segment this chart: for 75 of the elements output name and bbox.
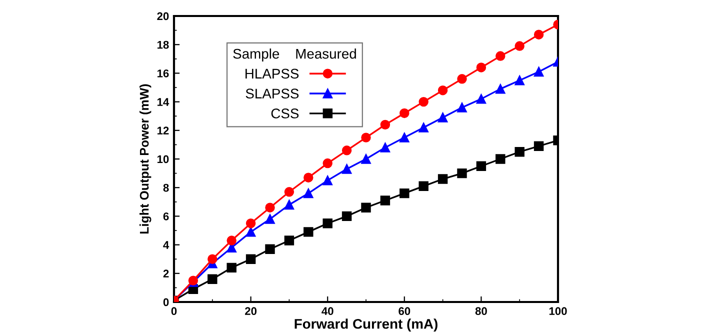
point: [418, 181, 428, 192]
point: [265, 202, 275, 212]
point: [342, 146, 352, 156]
point: [284, 200, 294, 210]
point: [534, 30, 544, 40]
point: [496, 84, 506, 94]
point: [476, 94, 486, 104]
y-axis-title: Light Output Power (mW): [140, 84, 152, 234]
legend-label: SLAPSS: [246, 88, 299, 99]
x-tick-label: 0: [171, 307, 177, 316]
y-tick-label: 8: [163, 184, 169, 192]
point: [438, 112, 448, 122]
point: [304, 227, 314, 237]
point: [304, 188, 314, 198]
x-tick-label: 80: [475, 307, 487, 316]
point: [438, 174, 448, 184]
point: [514, 41, 524, 51]
point: [265, 214, 275, 224]
point: [361, 154, 371, 164]
y-tick-label: 12: [157, 126, 169, 134]
point: [342, 164, 352, 174]
legend-title: Sample Measured: [233, 48, 356, 62]
x-axis-title: Forward Current (mA): [294, 318, 438, 332]
x-tick-label: 100: [549, 307, 567, 316]
point: [380, 196, 390, 206]
y-tick-label: 16: [157, 69, 169, 78]
point: [496, 51, 506, 61]
point: [284, 187, 294, 197]
point: [380, 142, 390, 152]
point: [438, 86, 448, 96]
point: [534, 141, 544, 151]
y-tick-label: 18: [157, 40, 169, 49]
point: [400, 188, 410, 198]
y-tick-label: 4: [163, 241, 170, 249]
y-tick-label: 10: [157, 155, 169, 164]
point: [208, 274, 218, 284]
legend-label: CSS: [271, 108, 299, 118]
x-tick-label: 20: [245, 307, 257, 316]
point: [400, 108, 410, 118]
point: [226, 236, 236, 246]
point: [284, 236, 294, 246]
point: [457, 102, 467, 112]
point: [208, 254, 218, 264]
point: [246, 218, 256, 228]
point: [496, 154, 506, 164]
point: [380, 120, 390, 130]
point: [457, 168, 467, 178]
x-tick-label: 40: [322, 307, 334, 316]
y-tick-label: 14: [157, 98, 170, 106]
point: [361, 132, 371, 142]
y-tick-label: 6: [163, 212, 169, 220]
point: [265, 244, 275, 254]
point: [322, 158, 332, 168]
point: [400, 132, 410, 142]
point: [304, 172, 314, 182]
point: [226, 262, 236, 273]
point: [457, 74, 467, 84]
point: [476, 161, 486, 172]
point: [361, 202, 371, 212]
point: [418, 96, 428, 107]
x-tick-label: 60: [398, 307, 410, 316]
point: [514, 75, 524, 86]
point: [342, 211, 352, 222]
legend-label: HLAPSS: [246, 68, 299, 79]
point: [322, 218, 332, 228]
point: [418, 122, 428, 132]
y-tick-label: 20: [157, 12, 169, 20]
point: [246, 254, 256, 264]
y-tick-label: 2: [163, 270, 169, 278]
point: [246, 227, 256, 237]
y-tick-label: 0: [163, 298, 169, 306]
point: [476, 62, 486, 72]
point: [534, 66, 544, 77]
point: [514, 146, 524, 157]
point: [322, 176, 332, 186]
